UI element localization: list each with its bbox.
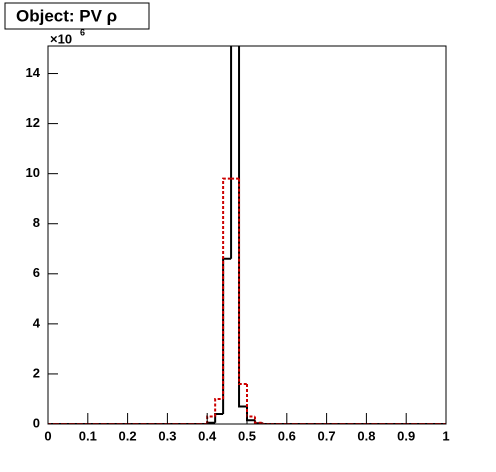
y-tick-label: 0	[33, 415, 40, 430]
histogram-bin	[238, 46, 247, 408]
chart-title: Object: PV ρ	[16, 6, 117, 25]
histogram-bin	[214, 397, 224, 417]
y-tick-label: 10	[26, 165, 40, 180]
histogram-bin	[253, 416, 263, 424]
y-tick-label: 2	[33, 365, 40, 380]
x-tick-label: 0.2	[119, 428, 137, 443]
y-tick-label: 14	[26, 65, 41, 80]
x-tick-label: 0.3	[158, 428, 176, 443]
x-tick-label: 1	[442, 428, 449, 443]
histogram-bin	[222, 177, 232, 399]
x-tick-label: 0.9	[397, 428, 415, 443]
x-tick-label: 0.1	[79, 428, 97, 443]
x-tick-label: 0.6	[278, 428, 296, 443]
y-multiplier-exponent: 6	[80, 27, 85, 37]
y-tick-label: 4	[33, 315, 41, 330]
histogram-bin	[230, 46, 233, 259]
x-tick-label: 0	[44, 428, 51, 443]
x-tick-label: 0.8	[357, 428, 375, 443]
y-tick-label: 8	[33, 215, 40, 230]
x-tick-label: 0.5	[238, 428, 256, 443]
y-multiplier: ×10	[50, 31, 72, 46]
x-tick-label: 0.4	[198, 428, 217, 443]
plot-area	[48, 46, 446, 424]
x-tick-label: 0.7	[318, 428, 336, 443]
histogram-bin	[238, 178, 247, 385]
histogram-bin	[261, 422, 271, 424]
y-tick-label: 6	[33, 265, 40, 280]
y-tick-label: 12	[26, 115, 40, 130]
title-box	[4, 2, 150, 30]
